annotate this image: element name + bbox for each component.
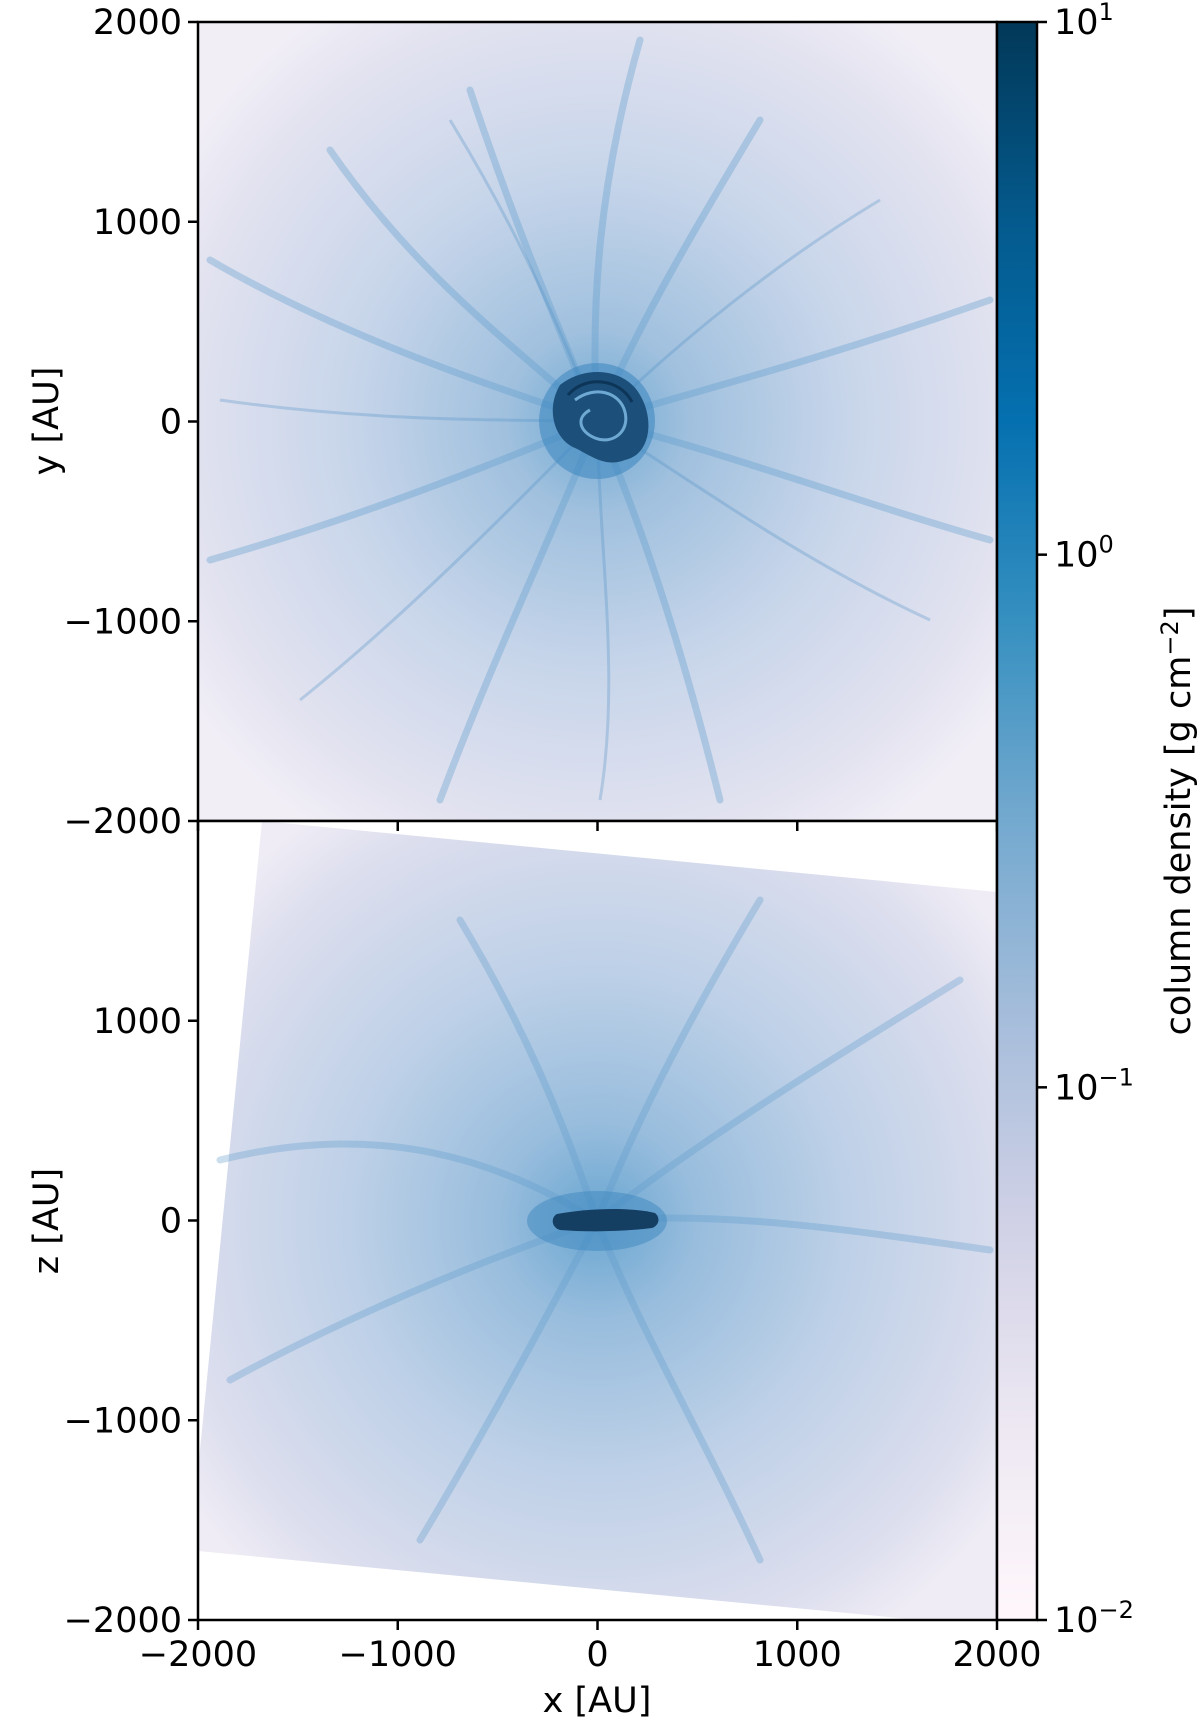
top-y-tick-label: −2000 — [64, 802, 182, 842]
top-panel — [196, 20, 999, 823]
bottom-y-tick-label: −2000 — [64, 1601, 182, 1641]
colorbar-tick-label: 10−2 — [1054, 1596, 1134, 1641]
top-y-axis-label: y [AU] — [27, 367, 67, 476]
bottom-x-tick-label: 1000 — [753, 1635, 842, 1675]
top-core — [539, 363, 655, 479]
colorbar-tick-label: 100 — [1054, 531, 1114, 576]
top-y-tick-label: 2000 — [93, 3, 182, 43]
top-y-tick-label: 1000 — [93, 203, 182, 243]
colorbar-gradient — [997, 22, 1037, 1620]
bottom-x-axis-label: x [AU] — [543, 1681, 652, 1721]
bottom-x-tick-label: −1000 — [339, 1635, 457, 1675]
colorbar-tick-label: 10−1 — [1054, 1063, 1134, 1108]
bottom-panel — [196, 819, 999, 1622]
bottom-y-ticks: 1000 0 −1000 −2000 — [64, 1002, 198, 1641]
bottom-x-tick-label: 0 — [586, 1635, 608, 1675]
colorbar-ticks: 101 100 10−1 10−2 — [1037, 0, 1134, 1641]
bottom-y-axis-label: z [AU] — [27, 1168, 67, 1274]
colorbar-frame — [995, 20, 1039, 1622]
colorbar: 101 100 10−1 10−2 column density [g cm−2] — [995, 0, 1199, 1641]
colorbar-label: column density [g cm−2] — [1156, 607, 1199, 1036]
bottom-x-tick-label: −2000 — [139, 1635, 257, 1675]
top-y-tick-label: 0 — [160, 403, 182, 443]
bottom-x-tick-label: 2000 — [952, 1635, 1041, 1675]
top-y-tick-label: −1000 — [64, 602, 182, 642]
bottom-y-tick-label: −1000 — [64, 1401, 182, 1441]
bottom-y-tick-label: 0 — [160, 1202, 182, 1242]
top-density-image — [198, 22, 997, 821]
top-y-ticks: 2000 1000 0 −1000 −2000 — [64, 3, 198, 842]
colorbar-tick-label: 101 — [1054, 0, 1114, 43]
bottom-x-ticks: −2000 −1000 0 1000 2000 — [139, 1620, 1042, 1675]
bottom-y-tick-label: 1000 — [93, 1002, 182, 1042]
bottom-density-image — [198, 821, 997, 1620]
bottom-disk — [527, 1191, 667, 1251]
